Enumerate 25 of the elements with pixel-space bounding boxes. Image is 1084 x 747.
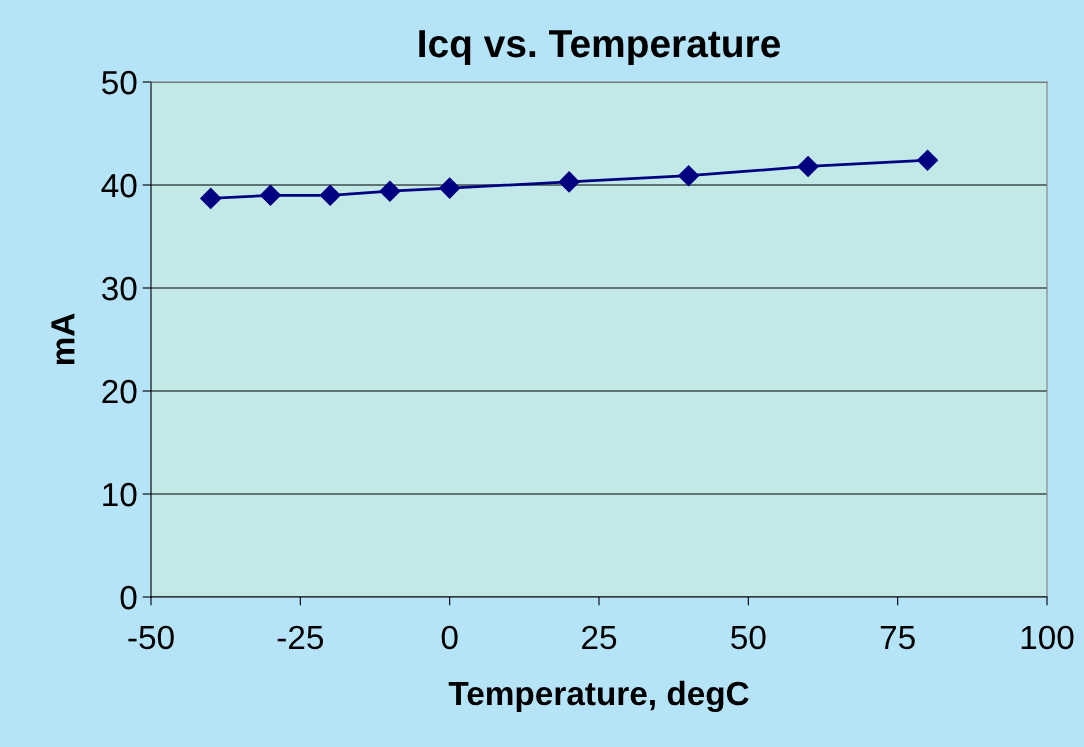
chart-title: Icq vs. Temperature bbox=[419, 30, 780, 66]
point bbox=[200, 187, 222, 209]
x-axis-title: Temperature, degC bbox=[448, 680, 749, 713]
point bbox=[797, 155, 819, 177]
point bbox=[319, 184, 341, 206]
point bbox=[379, 180, 401, 202]
x-tick-label: -25 bbox=[277, 625, 324, 650]
x-tick-label: 100 bbox=[1021, 625, 1074, 650]
y-tick-label: 0 bbox=[120, 585, 137, 610]
y-tick-label: 30 bbox=[102, 276, 137, 301]
x-tick-label: 25 bbox=[582, 625, 617, 650]
x-tick-label: 0 bbox=[441, 625, 458, 650]
point bbox=[439, 177, 461, 199]
y-tick-label: 10 bbox=[103, 482, 137, 507]
point bbox=[917, 149, 939, 171]
point bbox=[259, 184, 281, 206]
x-tick-label: 50 bbox=[731, 625, 766, 650]
x-tick-label: 75 bbox=[880, 626, 915, 650]
x-tick-label: -50 bbox=[128, 625, 174, 650]
y-tick-label: 40 bbox=[101, 173, 137, 198]
point bbox=[558, 171, 580, 193]
y-tick-label: 50 bbox=[102, 70, 137, 95]
y-axis-title: mA bbox=[51, 313, 75, 365]
point bbox=[678, 165, 700, 187]
y-tick-label: 20 bbox=[102, 379, 137, 404]
